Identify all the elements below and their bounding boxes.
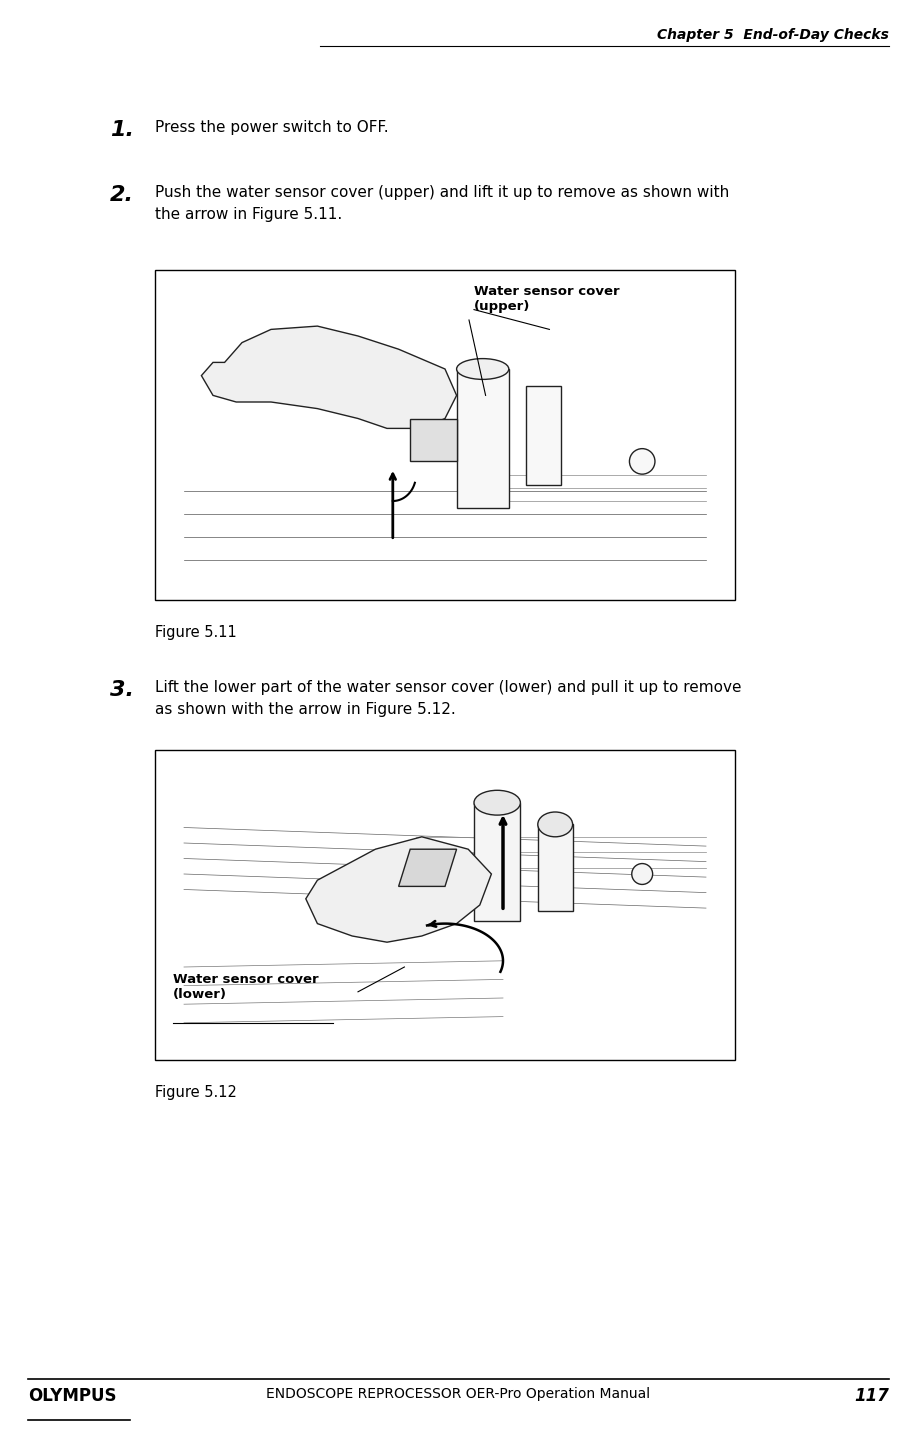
Text: 117: 117	[854, 1387, 889, 1405]
Text: Press the power switch to OFF.: Press the power switch to OFF.	[155, 120, 389, 135]
Polygon shape	[202, 326, 457, 429]
Text: Figure 5.12: Figure 5.12	[155, 1086, 237, 1100]
Text: Push the water sensor cover (upper) and lift it up to remove as shown with
the a: Push the water sensor cover (upper) and …	[155, 185, 729, 222]
Circle shape	[629, 449, 655, 475]
Polygon shape	[305, 837, 492, 942]
Bar	[155, 270, 735, 599]
Text: 3.: 3.	[110, 680, 134, 700]
Bar	[474, 803, 521, 921]
Text: 2.: 2.	[110, 185, 134, 205]
Circle shape	[632, 863, 653, 885]
Text: 1.: 1.	[110, 120, 134, 141]
Ellipse shape	[457, 358, 509, 380]
Text: OLYMPUS: OLYMPUS	[28, 1387, 116, 1405]
Text: Water sensor cover
(upper): Water sensor cover (upper)	[474, 285, 620, 313]
Polygon shape	[410, 419, 457, 462]
Text: Lift the lower part of the water sensor cover (lower) and pull it up to remove
a: Lift the lower part of the water sensor …	[155, 680, 742, 717]
Text: Chapter 5  End-of-Day Checks: Chapter 5 End-of-Day Checks	[657, 29, 889, 42]
Ellipse shape	[474, 790, 521, 815]
Text: Water sensor cover
(lower): Water sensor cover (lower)	[173, 974, 318, 1001]
Polygon shape	[399, 849, 457, 886]
Ellipse shape	[537, 812, 572, 837]
Bar	[155, 750, 735, 1060]
Bar	[457, 369, 509, 508]
Bar	[526, 386, 561, 485]
Text: ENDOSCOPE REPROCESSOR OER-Pro Operation Manual: ENDOSCOPE REPROCESSOR OER-Pro Operation …	[267, 1387, 650, 1401]
Text: Figure 5.11: Figure 5.11	[155, 625, 237, 640]
Bar	[537, 825, 572, 911]
